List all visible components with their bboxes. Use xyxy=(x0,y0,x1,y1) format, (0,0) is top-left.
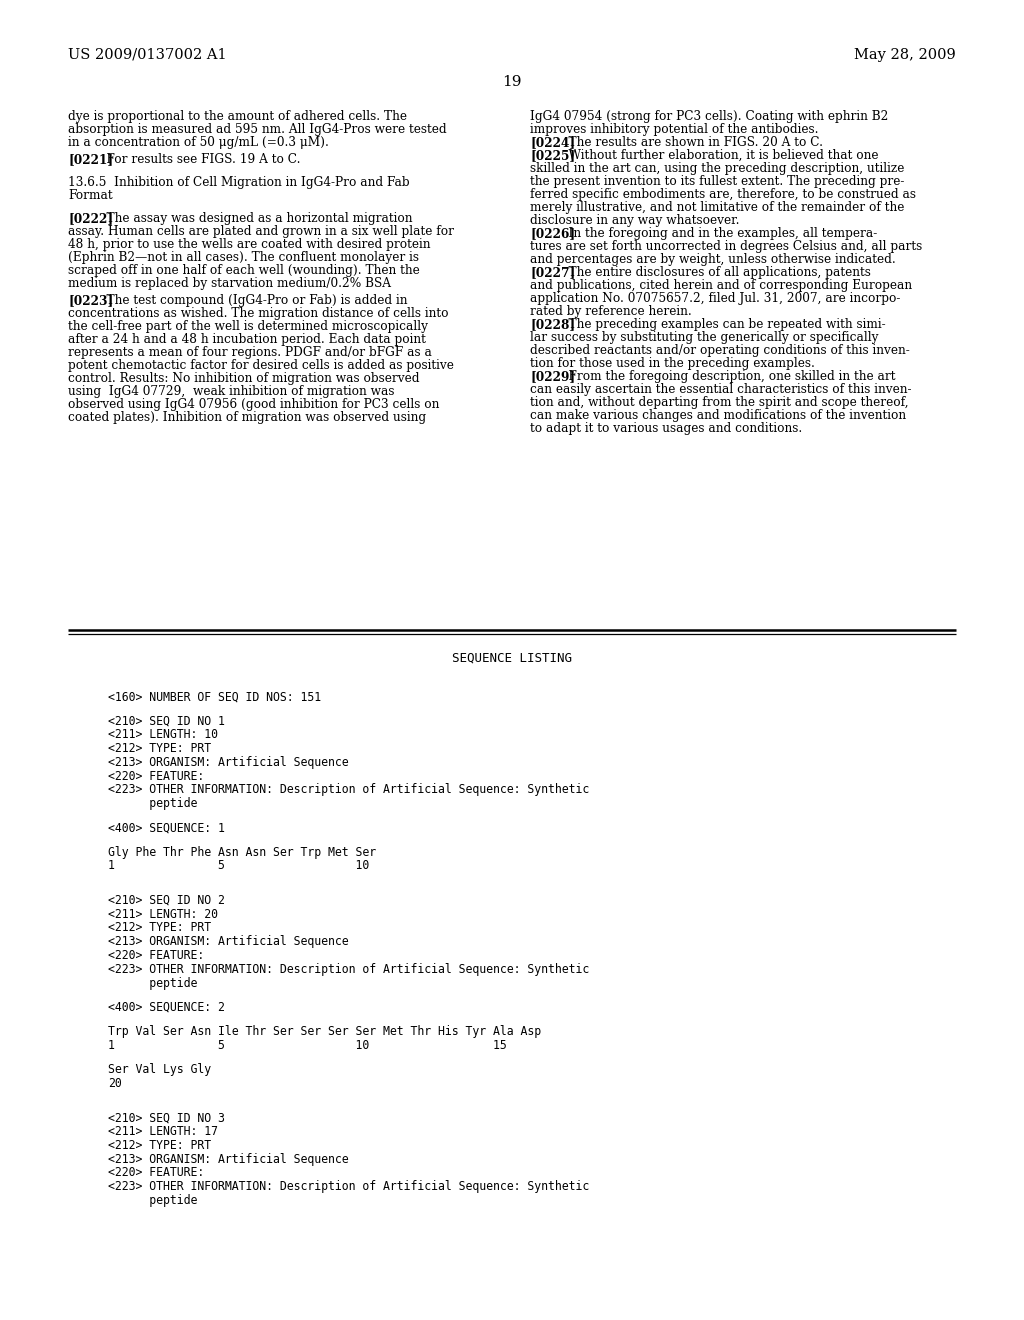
Text: tures are set forth uncorrected in degrees Celsius and, all parts: tures are set forth uncorrected in degre… xyxy=(530,240,923,253)
Text: dye is proportional to the amount of adhered cells. The: dye is proportional to the amount of adh… xyxy=(68,110,407,123)
Text: 19: 19 xyxy=(502,75,522,88)
Text: represents a mean of four regions. PDGF and/or bFGF as a: represents a mean of four regions. PDGF … xyxy=(68,346,432,359)
Text: described reactants and/or operating conditions of this inven-: described reactants and/or operating con… xyxy=(530,345,909,356)
Text: <223> OTHER INFORMATION: Description of Artificial Sequence: Synthetic: <223> OTHER INFORMATION: Description of … xyxy=(108,962,589,975)
Text: US 2009/0137002 A1: US 2009/0137002 A1 xyxy=(68,48,226,62)
Text: The results are shown in FIGS. 20 A to C.: The results are shown in FIGS. 20 A to C… xyxy=(553,136,823,149)
Text: <213> ORGANISM: Artificial Sequence: <213> ORGANISM: Artificial Sequence xyxy=(108,936,348,948)
Text: SEQUENCE LISTING: SEQUENCE LISTING xyxy=(452,652,572,665)
Text: can make various changes and modifications of the invention: can make various changes and modificatio… xyxy=(530,409,906,422)
Text: peptide: peptide xyxy=(108,1195,198,1206)
Text: the cell-free part of the well is determined microscopically: the cell-free part of the well is determ… xyxy=(68,319,428,333)
Text: after a 24 h and a 48 h incubation period. Each data point: after a 24 h and a 48 h incubation perio… xyxy=(68,333,426,346)
Text: May 28, 2009: May 28, 2009 xyxy=(854,48,956,62)
Text: <223> OTHER INFORMATION: Description of Artificial Sequence: Synthetic: <223> OTHER INFORMATION: Description of … xyxy=(108,784,589,796)
Text: The assay was designed as a horizontal migration: The assay was designed as a horizontal m… xyxy=(91,213,413,224)
Text: [0221]: [0221] xyxy=(68,153,113,166)
Text: The preceding examples can be repeated with simi-: The preceding examples can be repeated w… xyxy=(553,318,886,331)
Text: [0229]: [0229] xyxy=(530,370,575,383)
Text: <220> FEATURE:: <220> FEATURE: xyxy=(108,1167,204,1180)
Text: 13.6.5  Inhibition of Cell Migration in IgG4-Pro and Fab: 13.6.5 Inhibition of Cell Migration in I… xyxy=(68,176,410,189)
Text: tion and, without departing from the spirit and scope thereof,: tion and, without departing from the spi… xyxy=(530,396,908,409)
Text: improves inhibitory potential of the antibodies.: improves inhibitory potential of the ant… xyxy=(530,123,818,136)
Text: rated by reference herein.: rated by reference herein. xyxy=(530,305,692,318)
Text: <220> FEATURE:: <220> FEATURE: xyxy=(108,770,204,783)
Text: In the foregoing and in the examples, all tempera-: In the foregoing and in the examples, al… xyxy=(553,227,878,240)
Text: <223> OTHER INFORMATION: Description of Artificial Sequence: Synthetic: <223> OTHER INFORMATION: Description of … xyxy=(108,1180,589,1193)
Text: [0226]: [0226] xyxy=(530,227,575,240)
Text: and percentages are by weight, unless otherwise indicated.: and percentages are by weight, unless ot… xyxy=(530,253,896,267)
Text: The entire disclosures of all applications, patents: The entire disclosures of all applicatio… xyxy=(553,267,871,279)
Text: medium is replaced by starvation medium/0.2% BSA: medium is replaced by starvation medium/… xyxy=(68,277,391,290)
Text: peptide: peptide xyxy=(108,977,198,990)
Text: <212> TYPE: PRT: <212> TYPE: PRT xyxy=(108,1139,211,1152)
Text: can easily ascertain the essential characteristics of this inven-: can easily ascertain the essential chara… xyxy=(530,383,911,396)
Text: The test compound (IgG4-Pro or Fab) is added in: The test compound (IgG4-Pro or Fab) is a… xyxy=(91,294,408,308)
Text: <211> LENGTH: 20: <211> LENGTH: 20 xyxy=(108,908,218,920)
Text: 1               5                   10                  15: 1 5 10 15 xyxy=(108,1039,507,1052)
Text: Ser Val Lys Gly: Ser Val Lys Gly xyxy=(108,1063,211,1076)
Text: <220> FEATURE:: <220> FEATURE: xyxy=(108,949,204,962)
Text: <210> SEQ ID NO 2: <210> SEQ ID NO 2 xyxy=(108,894,225,907)
Text: <212> TYPE: PRT: <212> TYPE: PRT xyxy=(108,921,211,935)
Text: to adapt it to various usages and conditions.: to adapt it to various usages and condit… xyxy=(530,422,802,436)
Text: [0227]: [0227] xyxy=(530,267,575,279)
Text: observed using IgG4 07956 (good inhibition for PC3 cells on: observed using IgG4 07956 (good inhibiti… xyxy=(68,399,439,411)
Text: <211> LENGTH: 10: <211> LENGTH: 10 xyxy=(108,729,218,742)
Text: disclosure in any way whatsoever.: disclosure in any way whatsoever. xyxy=(530,214,739,227)
Text: ferred specific embodiments are, therefore, to be construed as: ferred specific embodiments are, therefo… xyxy=(530,187,916,201)
Text: <210> SEQ ID NO 3: <210> SEQ ID NO 3 xyxy=(108,1111,225,1125)
Text: 20: 20 xyxy=(108,1077,122,1090)
Text: For results see FIGS. 19 A to C.: For results see FIGS. 19 A to C. xyxy=(91,153,301,166)
Text: [0222]: [0222] xyxy=(68,213,113,224)
Text: <211> LENGTH: 17: <211> LENGTH: 17 xyxy=(108,1125,218,1138)
Text: in a concentration of 50 μg/mL (=0.3 μM).: in a concentration of 50 μg/mL (=0.3 μM)… xyxy=(68,136,329,149)
Text: coated plates). Inhibition of migration was observed using: coated plates). Inhibition of migration … xyxy=(68,411,426,424)
Text: <213> ORGANISM: Artificial Sequence: <213> ORGANISM: Artificial Sequence xyxy=(108,756,348,768)
Text: skilled in the art can, using the preceding description, utilize: skilled in the art can, using the preced… xyxy=(530,162,904,176)
Text: Gly Phe Thr Phe Asn Asn Ser Trp Met Ser: Gly Phe Thr Phe Asn Asn Ser Trp Met Ser xyxy=(108,846,376,858)
Text: assay. Human cells are plated and grown in a six well plate for: assay. Human cells are plated and grown … xyxy=(68,224,454,238)
Text: <212> TYPE: PRT: <212> TYPE: PRT xyxy=(108,742,211,755)
Text: <213> ORGANISM: Artificial Sequence: <213> ORGANISM: Artificial Sequence xyxy=(108,1152,348,1166)
Text: [0223]: [0223] xyxy=(68,294,114,308)
Text: IgG4 07954 (strong for PC3 cells). Coating with ephrin B2: IgG4 07954 (strong for PC3 cells). Coati… xyxy=(530,110,889,123)
Text: tion for those used in the preceding examples.: tion for those used in the preceding exa… xyxy=(530,356,815,370)
Text: 48 h, prior to use the wells are coated with desired protein: 48 h, prior to use the wells are coated … xyxy=(68,238,430,251)
Text: (Ephrin B2—not in all cases). The confluent monolayer is: (Ephrin B2—not in all cases). The conflu… xyxy=(68,251,419,264)
Text: application No. 07075657.2, filed Jul. 31, 2007, are incorpo-: application No. 07075657.2, filed Jul. 3… xyxy=(530,292,900,305)
Text: [0228]: [0228] xyxy=(530,318,575,331)
Text: peptide: peptide xyxy=(108,797,198,810)
Text: scraped off in one half of each well (wounding). Then the: scraped off in one half of each well (wo… xyxy=(68,264,420,277)
Text: <210> SEQ ID NO 1: <210> SEQ ID NO 1 xyxy=(108,714,225,727)
Text: Trp Val Ser Asn Ile Thr Ser Ser Ser Ser Met Thr His Tyr Ala Asp: Trp Val Ser Asn Ile Thr Ser Ser Ser Ser … xyxy=(108,1026,541,1038)
Text: [0224]: [0224] xyxy=(530,136,575,149)
Text: using  IgG4 07729,  weak inhibition of migration was: using IgG4 07729, weak inhibition of mig… xyxy=(68,385,394,399)
Text: and publications, cited herein and of corresponding European: and publications, cited herein and of co… xyxy=(530,279,912,292)
Text: Without further elaboration, it is believed that one: Without further elaboration, it is belie… xyxy=(553,149,879,162)
Text: <160> NUMBER OF SEQ ID NOS: 151: <160> NUMBER OF SEQ ID NOS: 151 xyxy=(108,690,322,704)
Text: <400> SEQUENCE: 2: <400> SEQUENCE: 2 xyxy=(108,1001,225,1014)
Text: concentrations as wished. The migration distance of cells into: concentrations as wished. The migration … xyxy=(68,308,449,319)
Text: Format: Format xyxy=(68,189,113,202)
Text: the present invention to its fullest extent. The preceding pre-: the present invention to its fullest ext… xyxy=(530,176,904,187)
Text: <400> SEQUENCE: 1: <400> SEQUENCE: 1 xyxy=(108,821,225,834)
Text: 1               5                   10: 1 5 10 xyxy=(108,859,370,873)
Text: control. Results: No inhibition of migration was observed: control. Results: No inhibition of migra… xyxy=(68,372,420,385)
Text: From the foregoing description, one skilled in the art: From the foregoing description, one skil… xyxy=(553,370,896,383)
Text: [0225]: [0225] xyxy=(530,149,575,162)
Text: absorption is measured ad 595 nm. All IgG4-Pros were tested: absorption is measured ad 595 nm. All Ig… xyxy=(68,123,446,136)
Text: merely illustrative, and not limitative of the remainder of the: merely illustrative, and not limitative … xyxy=(530,201,904,214)
Text: potent chemotactic factor for desired cells is added as positive: potent chemotactic factor for desired ce… xyxy=(68,359,454,372)
Text: lar success by substituting the generically or specifically: lar success by substituting the generica… xyxy=(530,331,879,345)
